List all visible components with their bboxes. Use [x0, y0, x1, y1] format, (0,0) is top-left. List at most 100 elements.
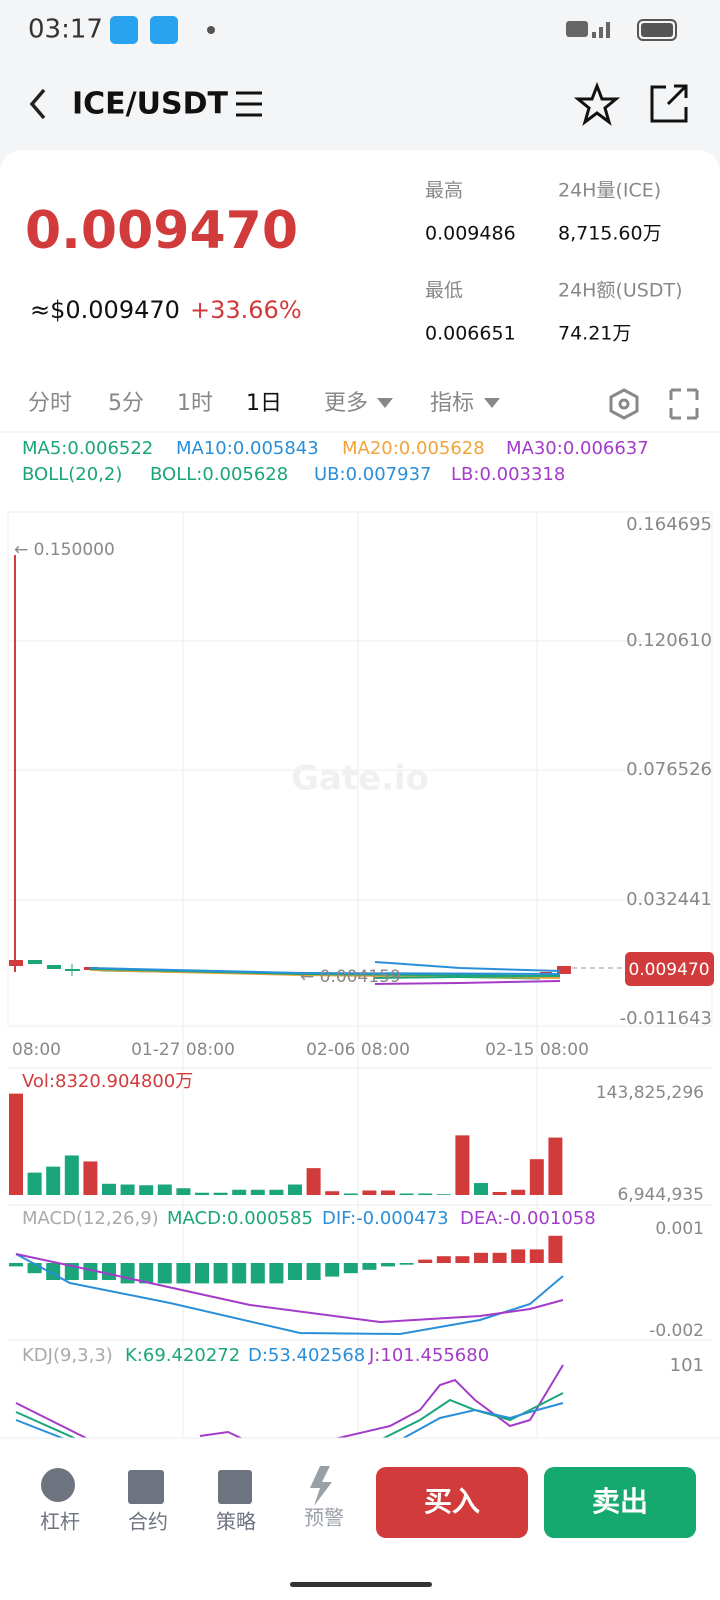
- signal: [606, 22, 610, 38]
- nav-icon: [218, 1470, 252, 1504]
- kdj-lines: [15, 1364, 564, 1438]
- volume-bar: [399, 1193, 414, 1195]
- indicator-tab[interactable]: 指标: [430, 391, 474, 416]
- interval-tab-active[interactable]: 1日: [246, 391, 282, 416]
- nav-item[interactable]: 预警: [304, 1506, 344, 1530]
- y-axis-label: 0.120610: [626, 630, 712, 651]
- macd-label: MACD:0.000585: [167, 1208, 313, 1229]
- kdj-axis-label: 101: [670, 1355, 704, 1376]
- indicator: MA10:0.005843: [176, 438, 319, 459]
- indicator: MA20:0.005628: [342, 438, 485, 459]
- volume-bar: [343, 1193, 358, 1195]
- macd-bar: [418, 1259, 433, 1263]
- pair-menu-icon[interactable]: [236, 91, 262, 117]
- back-button[interactable]: [29, 88, 46, 120]
- volume-bar: [269, 1189, 284, 1195]
- high-note: ← 0.150000: [14, 540, 115, 560]
- volume-bar: [288, 1184, 302, 1195]
- ma-lines: [89, 961, 561, 985]
- price-tag: [625, 952, 714, 986]
- indicator: LB:0.003318: [451, 464, 565, 485]
- nav-icon: [41, 1468, 75, 1502]
- sell-button-text[interactable]: 卖出: [592, 1485, 648, 1518]
- status-dot: [207, 26, 215, 34]
- macd-bar: [213, 1263, 228, 1284]
- volume-axis-label: 6,944,935: [617, 1185, 704, 1205]
- settings-button[interactable]: [609, 388, 639, 420]
- macd-bar: [455, 1256, 470, 1263]
- y-axis-label: -0.011643: [620, 1008, 712, 1029]
- volume-bar: [381, 1190, 395, 1195]
- settings-button-core: [618, 398, 630, 410]
- price-change: +33.66%: [190, 296, 302, 324]
- indicator: MA5:0.006522: [22, 438, 153, 459]
- macd-bar: [269, 1263, 284, 1284]
- x-axis-label: 01-27 08:00: [131, 1040, 235, 1060]
- volume-bar: [250, 1189, 265, 1195]
- volume-bar: [436, 1194, 451, 1195]
- kdj-label: KDJ(9,3,3): [22, 1345, 113, 1366]
- home-indicator: [290, 1582, 432, 1587]
- volume-bar: [325, 1191, 340, 1195]
- volume-bar: [46, 1166, 61, 1195]
- interval-tab[interactable]: 分时: [28, 391, 72, 416]
- buy-button[interactable]: [376, 1467, 528, 1538]
- nav-item[interactable]: 杠杆: [40, 1510, 80, 1534]
- signal: [592, 32, 596, 38]
- volume-bar: [176, 1188, 191, 1195]
- price-tag-text: 0.009470: [628, 960, 709, 980]
- macd-bar: [176, 1263, 191, 1284]
- nav-icon: [128, 1470, 164, 1504]
- indicator: BOLL(20,2): [22, 464, 122, 485]
- y-axis-label: 0.164695: [626, 514, 712, 535]
- buy-button-text[interactable]: 买入: [424, 1485, 480, 1518]
- stat-label: 24H量(ICE): [558, 180, 661, 202]
- sell-button[interactable]: [544, 1467, 696, 1538]
- volume-bar: [511, 1189, 526, 1195]
- macd-bar: [288, 1263, 302, 1280]
- dropdown-arrow: [377, 398, 393, 408]
- volume-bar: [102, 1183, 116, 1195]
- macd-label: MACD(12,26,9): [22, 1208, 159, 1229]
- macd-bar: [325, 1263, 340, 1277]
- x-axis-label: 02-15 08:00: [485, 1040, 589, 1060]
- macd-bar: [9, 1263, 23, 1267]
- macd-bar: [232, 1263, 247, 1284]
- volume-bar: [455, 1135, 470, 1195]
- indicator: UB:0.007937: [314, 464, 431, 485]
- more-tab[interactable]: 更多: [324, 391, 368, 416]
- pair-title[interactable]: ICE/USDT: [72, 87, 228, 122]
- macd-bar: [474, 1252, 488, 1263]
- indicator: MA30:0.006637: [506, 438, 649, 459]
- nav-item[interactable]: 策略: [216, 1510, 256, 1534]
- volume-bar: [232, 1189, 247, 1195]
- macd-bar: [195, 1263, 209, 1284]
- x-axis-label: 02-06 08:00: [306, 1040, 410, 1060]
- nav-item[interactable]: 合约: [128, 1510, 168, 1534]
- macd-bar: [83, 1263, 98, 1280]
- interval-tab[interactable]: 1时: [177, 391, 213, 416]
- macd-bar: [250, 1263, 265, 1284]
- volume-bar: [529, 1159, 544, 1195]
- macd-bar: [399, 1263, 414, 1265]
- fullscreen-button[interactable]: [669, 388, 699, 420]
- y-axis-label: 0.032441: [626, 889, 712, 910]
- stat-label: 24H额(USDT): [558, 280, 683, 302]
- favorite-button[interactable]: [573, 81, 621, 126]
- low-note: ← 0.004159: [300, 967, 401, 987]
- kdj-label: K:69.420272: [125, 1345, 240, 1366]
- macd-bar: [306, 1263, 321, 1280]
- x-axis-label: 08:00: [12, 1040, 61, 1060]
- usd-price: ≈$0.009470: [30, 296, 180, 324]
- kdj-label: D:53.402568: [248, 1345, 365, 1366]
- volume-bar: [306, 1168, 321, 1195]
- watermark: Gate.io: [291, 759, 429, 799]
- stat-value: 74.21万: [558, 323, 631, 345]
- content-card: [0, 150, 720, 1440]
- volume-bar: [213, 1192, 228, 1195]
- macd-bar: [120, 1263, 135, 1284]
- macd-bar: [157, 1263, 172, 1284]
- share-button[interactable]: [650, 84, 688, 123]
- interval-tab[interactable]: 5分: [108, 391, 144, 416]
